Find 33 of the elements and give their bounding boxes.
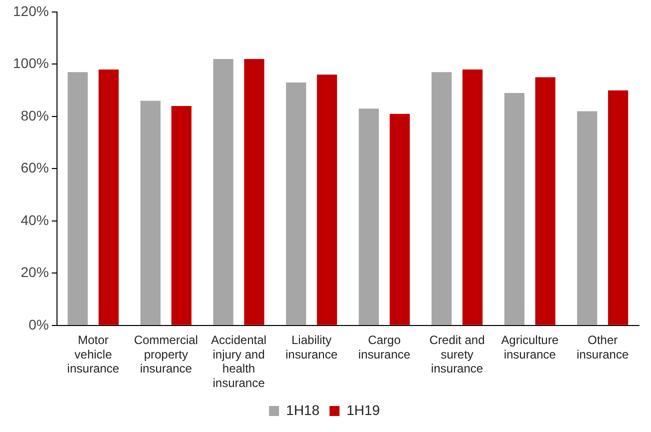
y-tick-label: 60% xyxy=(20,160,49,176)
bar xyxy=(504,92,524,325)
bar xyxy=(140,100,161,325)
bar xyxy=(244,59,264,325)
legend-label: 1H18 xyxy=(286,402,320,418)
x-tick-label: Agriculture insurance xyxy=(501,332,559,362)
x-tick-label: Credit and surety insurance xyxy=(429,332,485,376)
x-tick-label: Cargo insurance xyxy=(358,332,411,362)
bar xyxy=(577,111,598,325)
bar xyxy=(286,82,306,325)
bar xyxy=(98,69,119,325)
x-tick-label: Other insurance xyxy=(576,332,629,362)
bar xyxy=(213,59,234,325)
y-tick-label: 20% xyxy=(20,264,49,280)
x-tick-label: Liability insurance xyxy=(286,332,338,362)
y-tick-label: 80% xyxy=(20,107,49,124)
bar xyxy=(316,74,338,325)
bar xyxy=(535,77,556,325)
bar xyxy=(390,114,410,325)
x-tick-label: Motor vehicle insurance xyxy=(67,332,120,376)
x-tick-label: Accidental injury and health insurance xyxy=(211,332,266,390)
y-tick-label: 0% xyxy=(28,316,49,332)
y-tick-label: 40% xyxy=(20,212,49,228)
bar xyxy=(462,69,483,325)
bar xyxy=(171,106,192,325)
bar xyxy=(432,72,452,325)
legend-label: 1H19 xyxy=(346,402,380,418)
bar xyxy=(68,72,88,325)
y-tick-label: 100% xyxy=(12,55,49,72)
bar xyxy=(608,90,628,325)
x-tick-label: Commercial property insurance xyxy=(134,332,198,376)
y-tick-label: 120% xyxy=(12,2,49,19)
bar xyxy=(358,108,379,325)
